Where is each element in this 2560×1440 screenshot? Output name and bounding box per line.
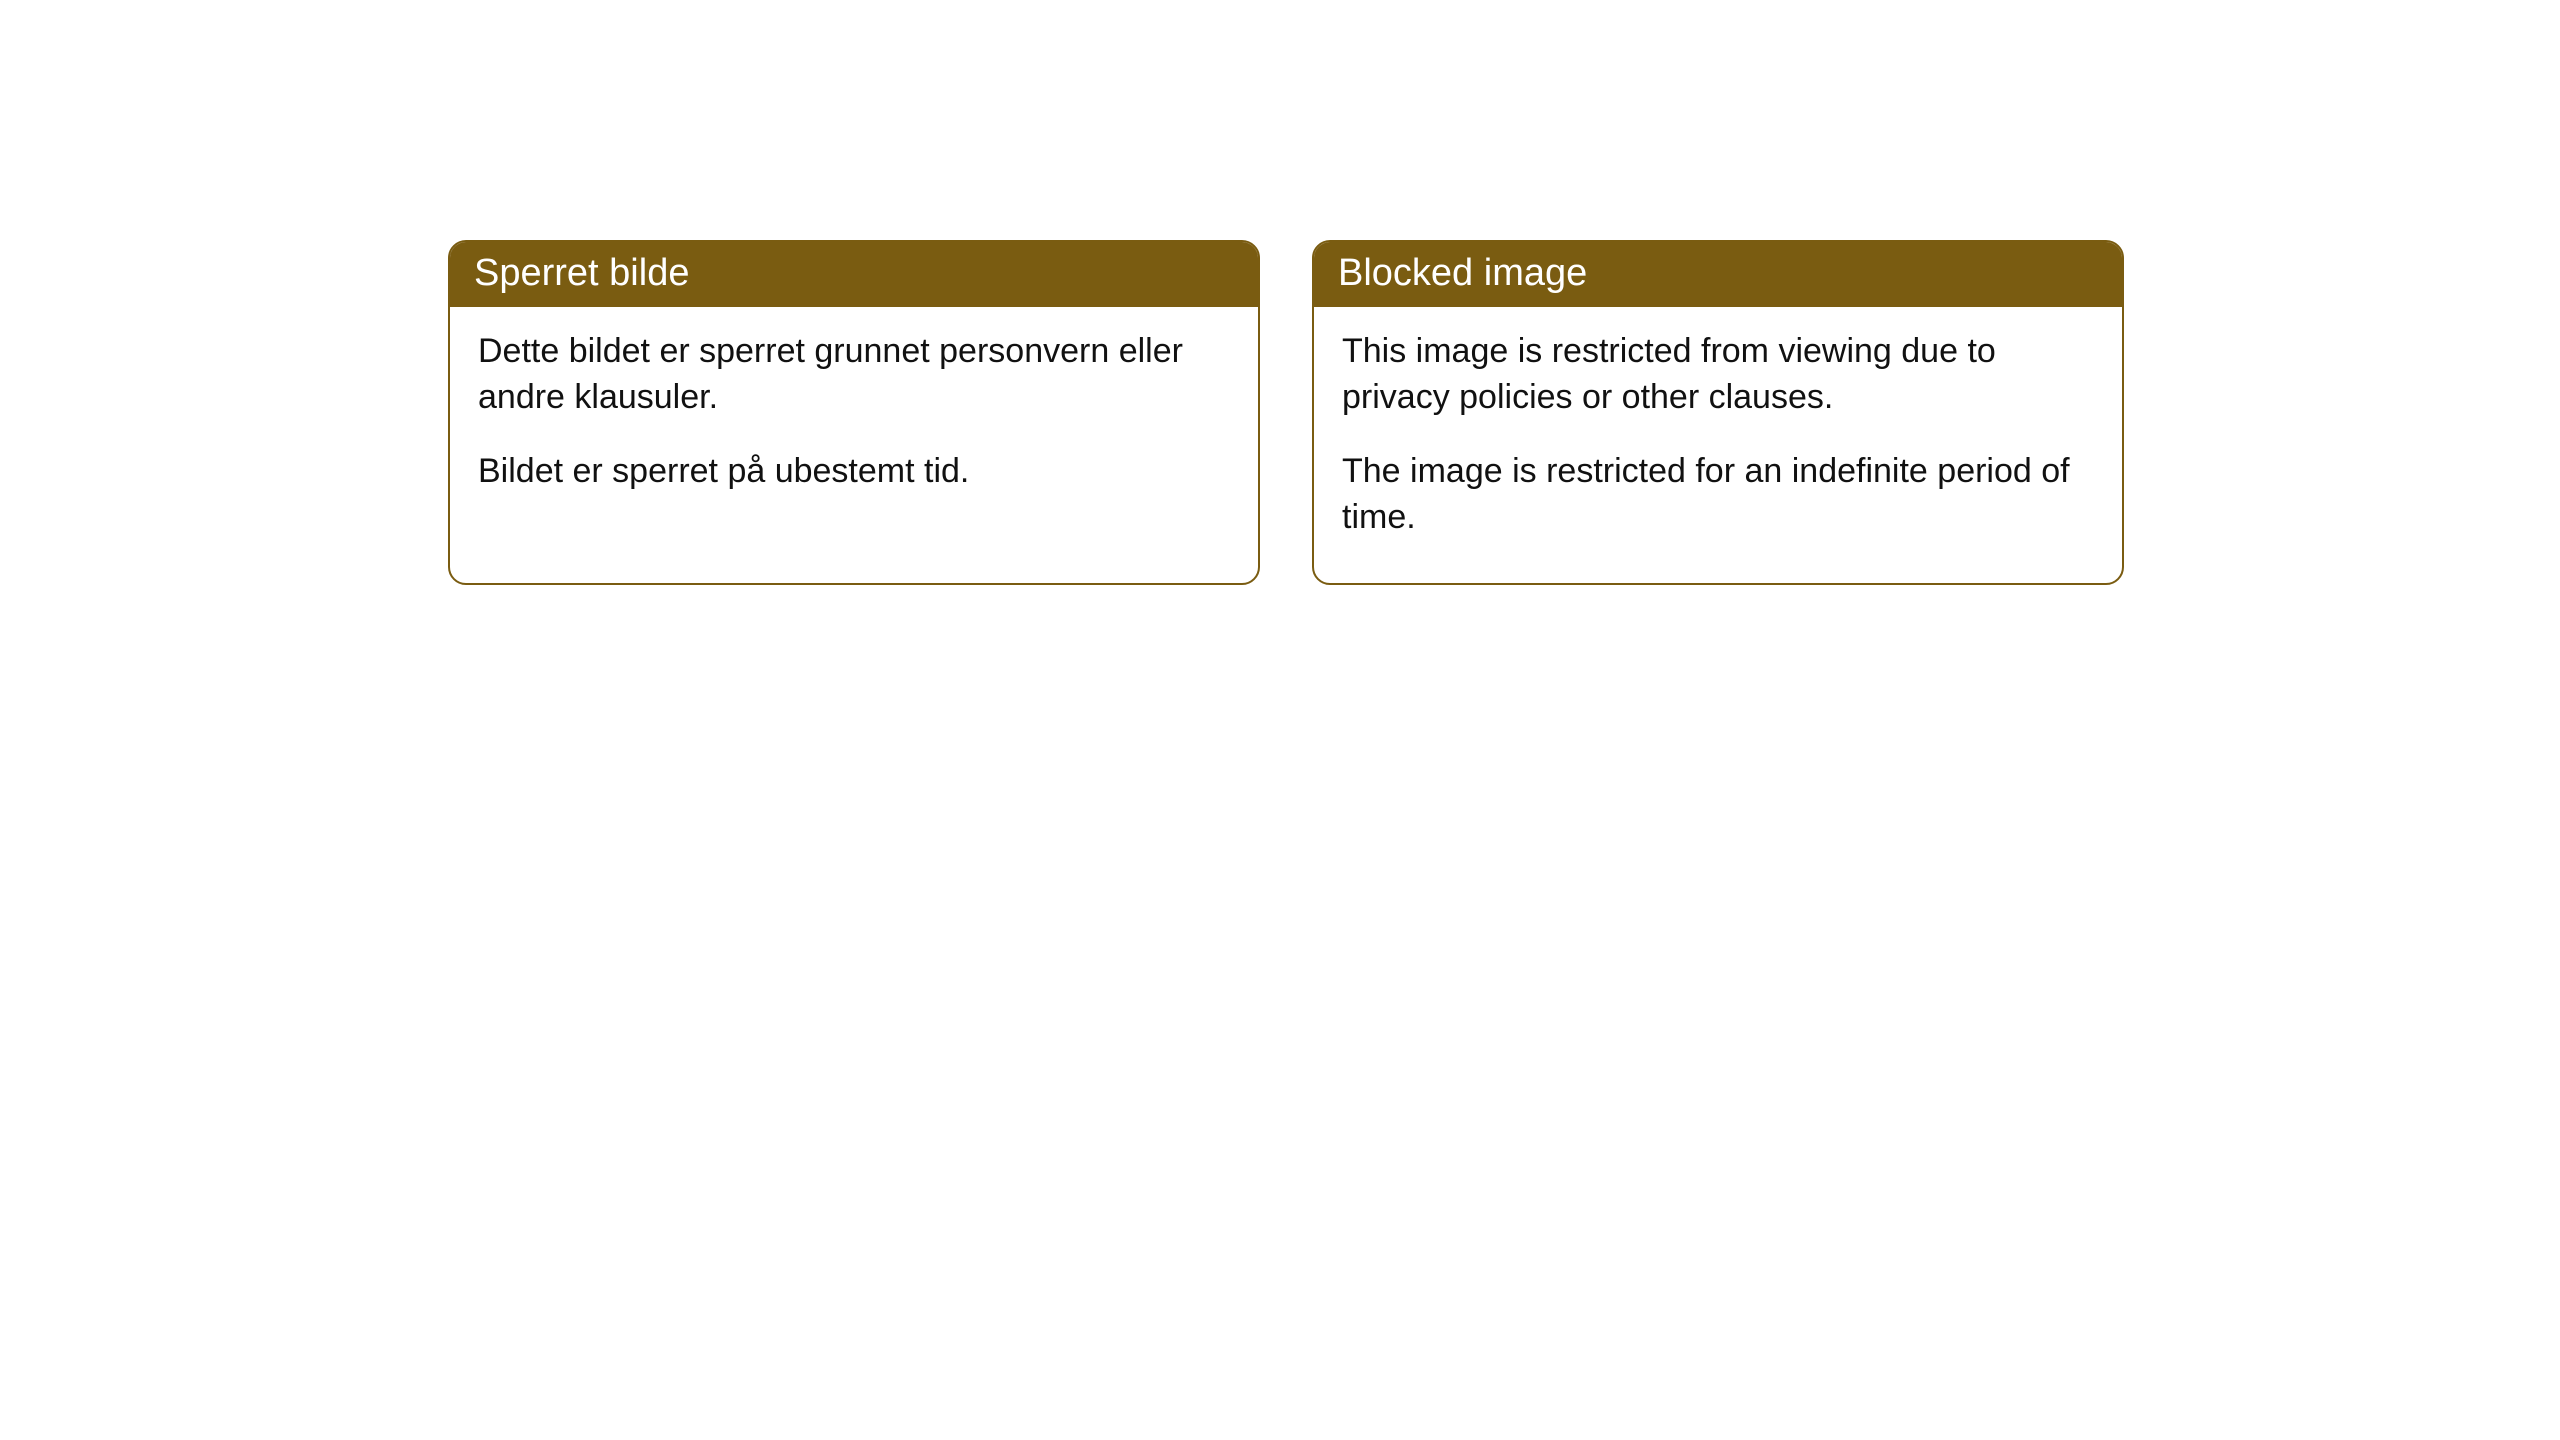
card-body-english: This image is restricted from viewing du… bbox=[1314, 307, 2122, 583]
card-paragraph-2-norwegian: Bildet er sperret på ubestemt tid. bbox=[478, 449, 1230, 495]
card-body-norwegian: Dette bildet er sperret grunnet personve… bbox=[450, 307, 1258, 537]
blocked-image-card-norwegian: Sperret bilde Dette bildet er sperret gr… bbox=[448, 240, 1260, 585]
card-title-english: Blocked image bbox=[1314, 242, 2122, 307]
card-title-norwegian: Sperret bilde bbox=[450, 242, 1258, 307]
blocked-image-card-english: Blocked image This image is restricted f… bbox=[1312, 240, 2124, 585]
card-paragraph-1-english: This image is restricted from viewing du… bbox=[1342, 329, 2094, 421]
card-paragraph-1-norwegian: Dette bildet er sperret grunnet personve… bbox=[478, 329, 1230, 421]
card-paragraph-2-english: The image is restricted for an indefinit… bbox=[1342, 449, 2094, 541]
notice-container: Sperret bilde Dette bildet er sperret gr… bbox=[448, 240, 2124, 585]
